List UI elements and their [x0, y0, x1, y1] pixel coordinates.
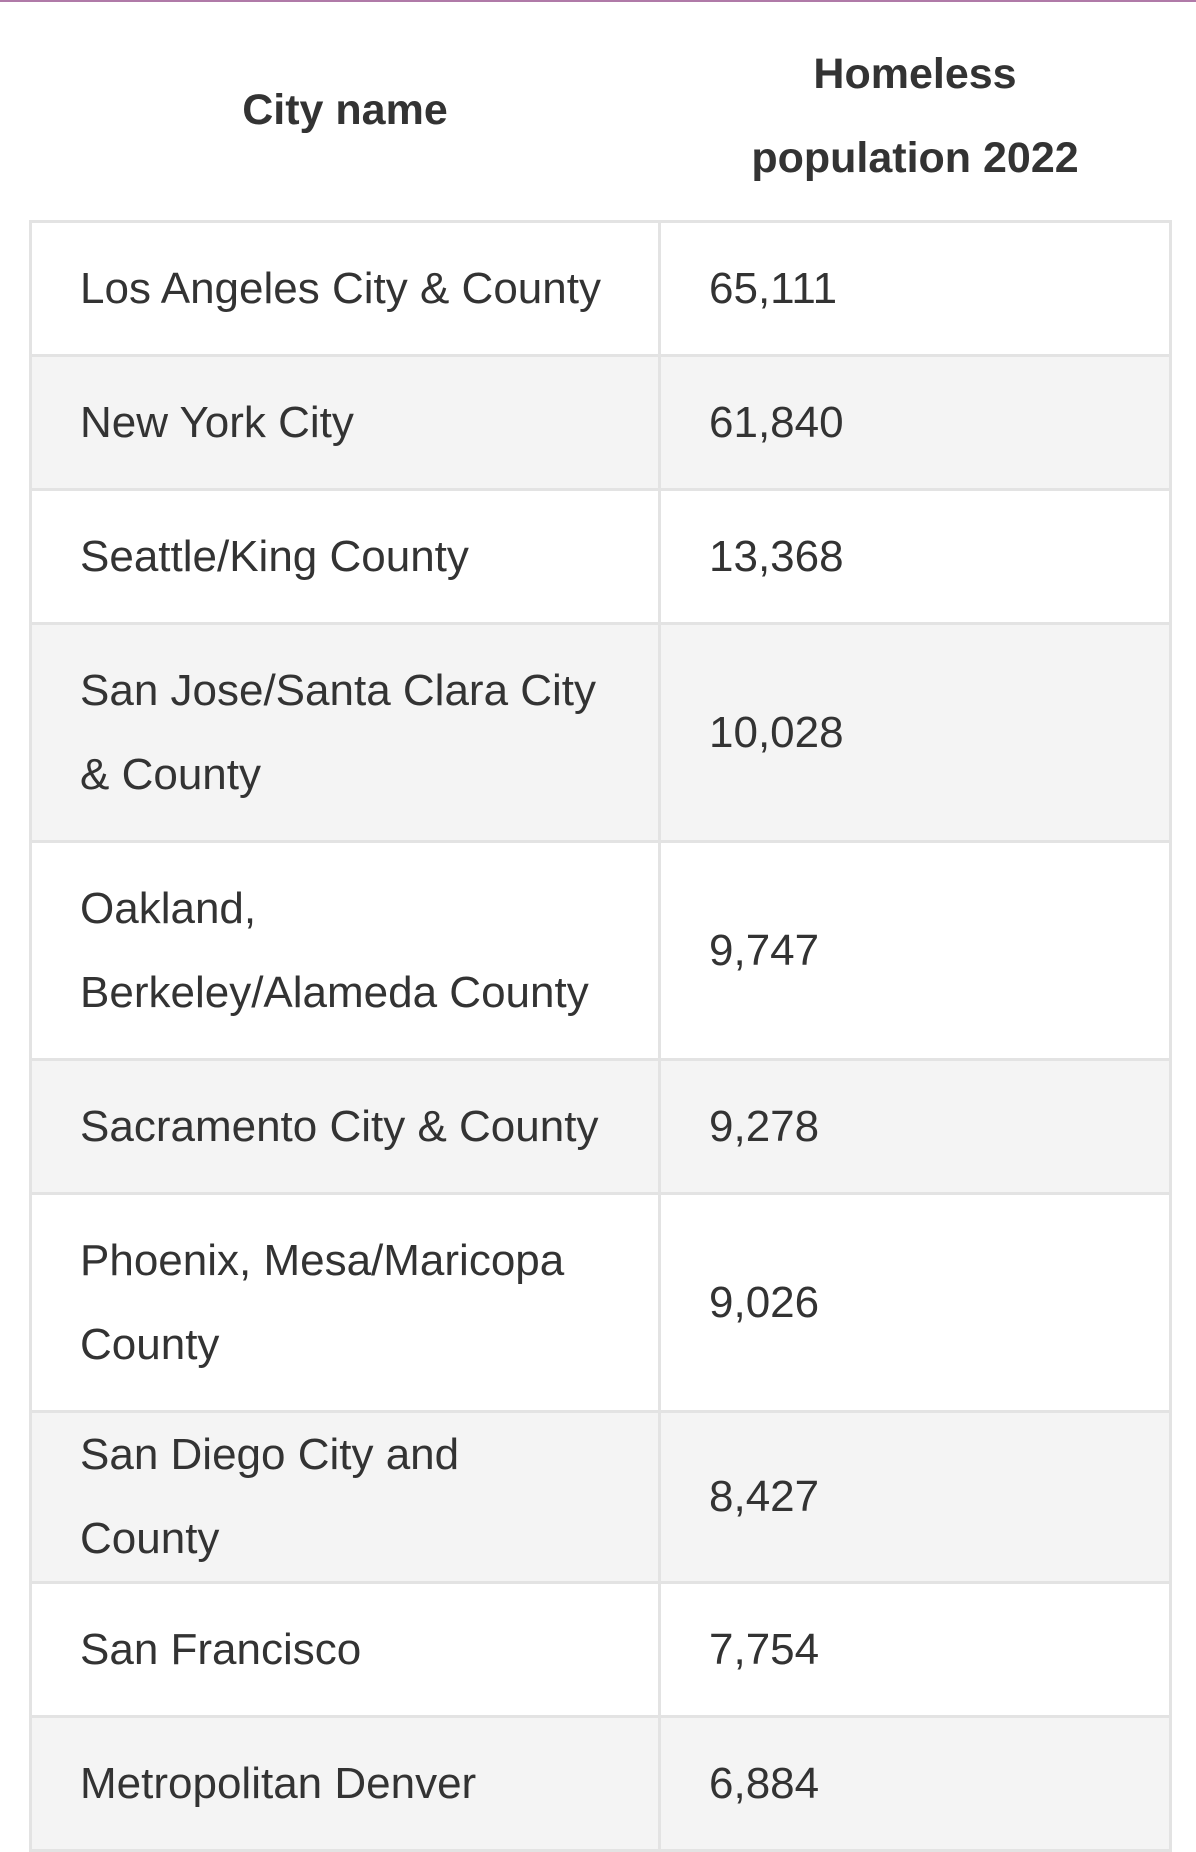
city-cell: Phoenix, Mesa/Maricopa County	[29, 1192, 661, 1413]
table-row: Phoenix, Mesa/Maricopa County 9,026	[29, 1192, 1172, 1413]
city-cell: Sacramento City & County	[29, 1058, 661, 1195]
population-cell: 65,111	[658, 220, 1172, 357]
column-header-city: City name	[30, 0, 660, 223]
city-cell: Oakland, Berkeley/Alameda County	[29, 840, 661, 1061]
population-cell: 10,028	[658, 622, 1172, 843]
population-cell: 13,368	[658, 488, 1172, 625]
table-row: Metropolitan Denver 6,884	[29, 1715, 1172, 1852]
city-cell: San Diego City and County	[29, 1410, 661, 1584]
table-row: New York City 61,840	[29, 354, 1172, 491]
city-cell: San Francisco	[29, 1581, 661, 1718]
table-row: San Jose/Santa Clara City & County 10,02…	[29, 622, 1172, 843]
table-row: Los Angeles City & County 65,111	[29, 220, 1172, 357]
population-cell: 9,747	[658, 840, 1172, 1061]
table-row: Sacramento City & County 9,278	[29, 1058, 1172, 1195]
table-row: Oakland, Berkeley/Alameda County 9,747	[29, 840, 1172, 1061]
population-cell: 9,278	[658, 1058, 1172, 1195]
column-header-population: Homeless population 2022	[659, 0, 1171, 223]
city-cell: Seattle/King County	[29, 488, 661, 625]
city-cell: San Jose/Santa Clara City & County	[29, 622, 661, 843]
city-cell: Metropolitan Denver	[29, 1715, 661, 1852]
header-row: City name Homeless population 2022	[30, 0, 1171, 223]
table-row: Seattle/King County 13,368	[29, 488, 1172, 625]
table-row: San Diego City and County 8,427	[29, 1410, 1172, 1584]
homeless-population-table-container: City name Homeless population 2022 Los A…	[29, 0, 1172, 1852]
table-body: Los Angeles City & County 65,111 New Yor…	[29, 220, 1172, 1852]
population-cell: 61,840	[658, 354, 1172, 491]
population-cell: 9,026	[658, 1192, 1172, 1413]
homeless-population-table: City name Homeless population 2022 Los A…	[29, 0, 1172, 1852]
population-cell: 6,884	[658, 1715, 1172, 1852]
population-cell: 8,427	[658, 1410, 1172, 1584]
city-cell: Los Angeles City & County	[29, 220, 661, 357]
population-cell: 7,754	[658, 1581, 1172, 1718]
table-header: City name Homeless population 2022	[30, 0, 1171, 223]
table-row: San Francisco 7,754	[29, 1581, 1172, 1718]
city-cell: New York City	[29, 354, 661, 491]
